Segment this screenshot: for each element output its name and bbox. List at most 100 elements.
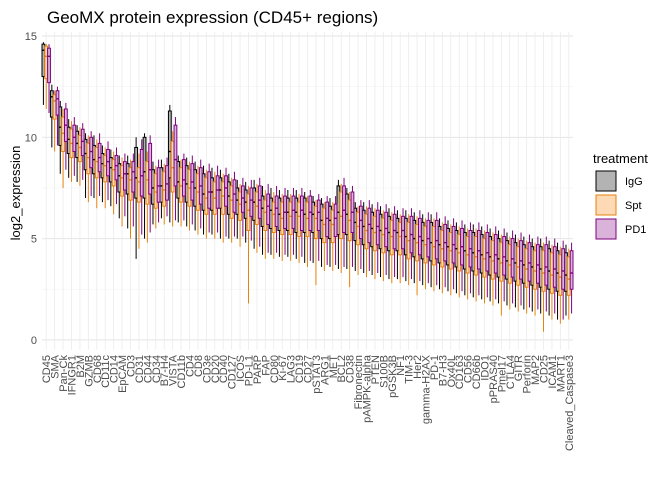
x-tick-label: pSTAT3 — [311, 355, 323, 394]
x-tick-label: CD56 — [463, 355, 475, 383]
plot-boxes — [41, 42, 574, 332]
box-pd1 — [55, 90, 60, 116]
x-tick-label: B7-H4 — [159, 355, 171, 386]
x-tick-label: CD31 — [134, 355, 146, 383]
box-pd1 — [249, 187, 254, 217]
box-pd1 — [106, 148, 110, 177]
x-tick-label: CD80 — [269, 355, 281, 383]
x-tick-label: GZMB — [83, 355, 95, 387]
y-axis-ticks: 0 5 10 15 — [25, 31, 37, 347]
x-tick-label: SMA — [50, 354, 62, 379]
x-tick-label: CD11c — [100, 355, 112, 388]
box-pd1 — [215, 175, 220, 209]
x-tick-label: CD20 — [210, 355, 222, 383]
x-tick-label: NF1 — [395, 355, 407, 376]
x-tick-label: ICOS — [235, 355, 247, 382]
x-tick-label: PD-1 — [429, 355, 441, 380]
box-pd1 — [527, 242, 532, 282]
x-tick-label: CD14 — [109, 355, 121, 383]
box-pd1 — [325, 201, 330, 238]
chart-title: GeoMX protein expression (CD45+ regions) — [47, 8, 378, 27]
x-tick-label: CD3 — [126, 355, 138, 377]
y-tick-label: 5 — [31, 234, 37, 246]
x-tick-label: B2M — [75, 355, 87, 378]
box-pd1 — [131, 161, 136, 193]
x-tick-label: S100B — [378, 355, 390, 388]
x-tick-label: pAMPK-alpha — [362, 354, 374, 423]
box-pd1 — [375, 209, 380, 246]
x-tick-label: CD45 — [41, 355, 53, 383]
x-tick-label: B7-H3 — [437, 355, 449, 386]
x-tick-label: CD44 — [142, 355, 154, 383]
box-pd1 — [569, 250, 574, 290]
x-tick-label: CD66b — [471, 355, 483, 389]
box-pd1 — [80, 128, 85, 157]
x-tick-label: CD11b — [176, 355, 188, 388]
legend-key-pd1 — [595, 218, 617, 240]
box-pd1 — [544, 244, 549, 286]
x-tick-label: IFNGR1 — [67, 355, 79, 395]
x-tick-label: ICAM1 — [547, 355, 559, 389]
box-pd1 — [485, 232, 490, 272]
box-pd1 — [139, 148, 144, 197]
x-tick-label: Pmel17 — [496, 355, 508, 392]
x-tick-label: PTEN — [370, 355, 382, 384]
box-pd1 — [156, 167, 161, 203]
x-tick-label: PARP — [252, 355, 264, 384]
box-pd1 — [299, 195, 304, 231]
box-pd1 — [552, 246, 557, 288]
box-pd1 — [291, 195, 296, 229]
x-tick-label: CD25 — [539, 355, 551, 383]
x-tick-label: Her2 — [412, 355, 424, 379]
y-axis-title: log2_expression — [8, 146, 23, 241]
x-tick-label: EpCAM — [117, 355, 129, 393]
x-tick-label: CD127 — [227, 355, 239, 389]
legend-label: IgG — [625, 176, 643, 188]
box-pd1 — [358, 205, 363, 240]
x-tick-label: CD4 — [185, 355, 197, 377]
x-tick-label: CD27 — [303, 355, 315, 383]
box-pd1 — [493, 234, 498, 274]
x-tick-label: CD68 — [92, 355, 104, 383]
x-tick-label: pPRAS40 — [488, 355, 500, 403]
x-tick-label: CD8 — [193, 355, 205, 377]
box-pd1 — [392, 213, 397, 250]
box-pd1 — [72, 124, 77, 153]
legend: treatment IgG Spt PD1 — [593, 151, 648, 240]
x-tick-label: Ox40L — [446, 355, 458, 387]
box-pd1 — [165, 165, 169, 201]
box-pd1 — [224, 175, 228, 207]
box-pd1 — [308, 195, 313, 231]
x-tick-label: Perforin — [522, 355, 534, 394]
x-tick-label: MART1 — [555, 355, 567, 392]
x-tick-label: GITR — [513, 355, 525, 381]
box-pd1 — [114, 155, 119, 181]
box-pd1 — [342, 185, 346, 234]
y-tick-label: 0 — [31, 335, 37, 347]
x-tick-label: Ki-67 — [277, 355, 289, 381]
x-tick-label: LAG3 — [286, 355, 298, 383]
x-tick-label: MAP2 — [530, 355, 542, 385]
box-pd1 — [181, 159, 186, 197]
y-tick-label: 10 — [25, 132, 37, 144]
x-tick-label: Cleaved_Caspase3 — [564, 355, 576, 451]
box-pd1 — [316, 199, 321, 231]
box-pd1 — [207, 171, 212, 209]
box-pd1 — [502, 236, 507, 276]
box-pd1 — [274, 195, 279, 227]
legend-title: treatment — [593, 151, 648, 166]
x-tick-label: CD3e — [201, 355, 213, 383]
x-tick-label: TIM-3 — [404, 355, 416, 384]
box-pd1 — [401, 215, 405, 250]
x-tick-label: CD34 — [151, 355, 163, 383]
box-pd1 — [519, 240, 523, 280]
x-tick-label: CTLA4 — [505, 355, 517, 389]
box-pd1 — [266, 193, 271, 225]
box-pd1 — [89, 136, 94, 169]
x-tick-label: gamma-H2AX — [421, 354, 433, 424]
box-pd1 — [122, 161, 127, 191]
x-tick-label: IDO1 — [480, 355, 492, 381]
x-tick-label: Pan-Ck — [58, 355, 70, 392]
box-pd1 — [173, 124, 178, 187]
